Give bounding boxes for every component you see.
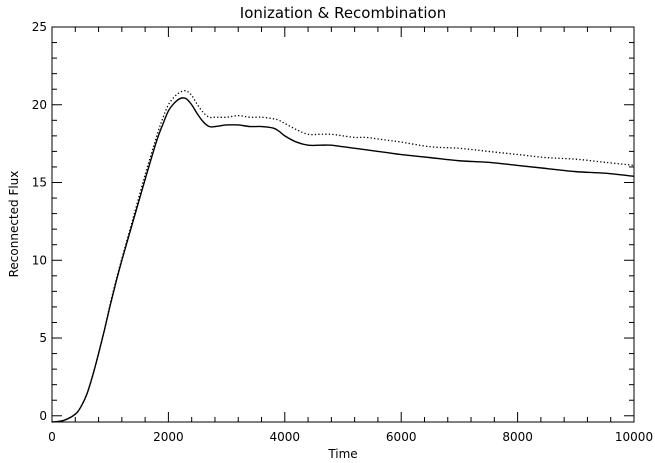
x-tick-label: 8000	[502, 430, 533, 444]
x-tick-label: 6000	[386, 430, 417, 444]
y-tick-label: 10	[32, 253, 47, 267]
x-tick-label: 10000	[615, 430, 653, 444]
plot-frame	[51, 26, 635, 423]
y-tick-label: 0	[39, 409, 47, 423]
x-tick-label: 4000	[270, 430, 301, 444]
x-axis-label: Time	[327, 447, 357, 461]
y-tick-labels: 0 5 10 15 20 25	[32, 20, 47, 423]
y-axis-label: Reconnected Flux	[7, 171, 21, 278]
x-tick-label: 0	[48, 430, 56, 444]
y-tick-label: 5	[39, 331, 47, 345]
y-tick-label: 20	[32, 98, 47, 112]
chart-title: Ionization & Recombination	[240, 4, 446, 22]
minor-ticks	[52, 27, 634, 422]
y-tick-label: 25	[32, 20, 47, 34]
x-tick-labels: 0 2000 4000 6000 8000 10000	[48, 430, 653, 444]
y-tick-label: 15	[32, 176, 47, 190]
series-group	[51, 89, 635, 423]
x-tick-label: 2000	[153, 430, 184, 444]
